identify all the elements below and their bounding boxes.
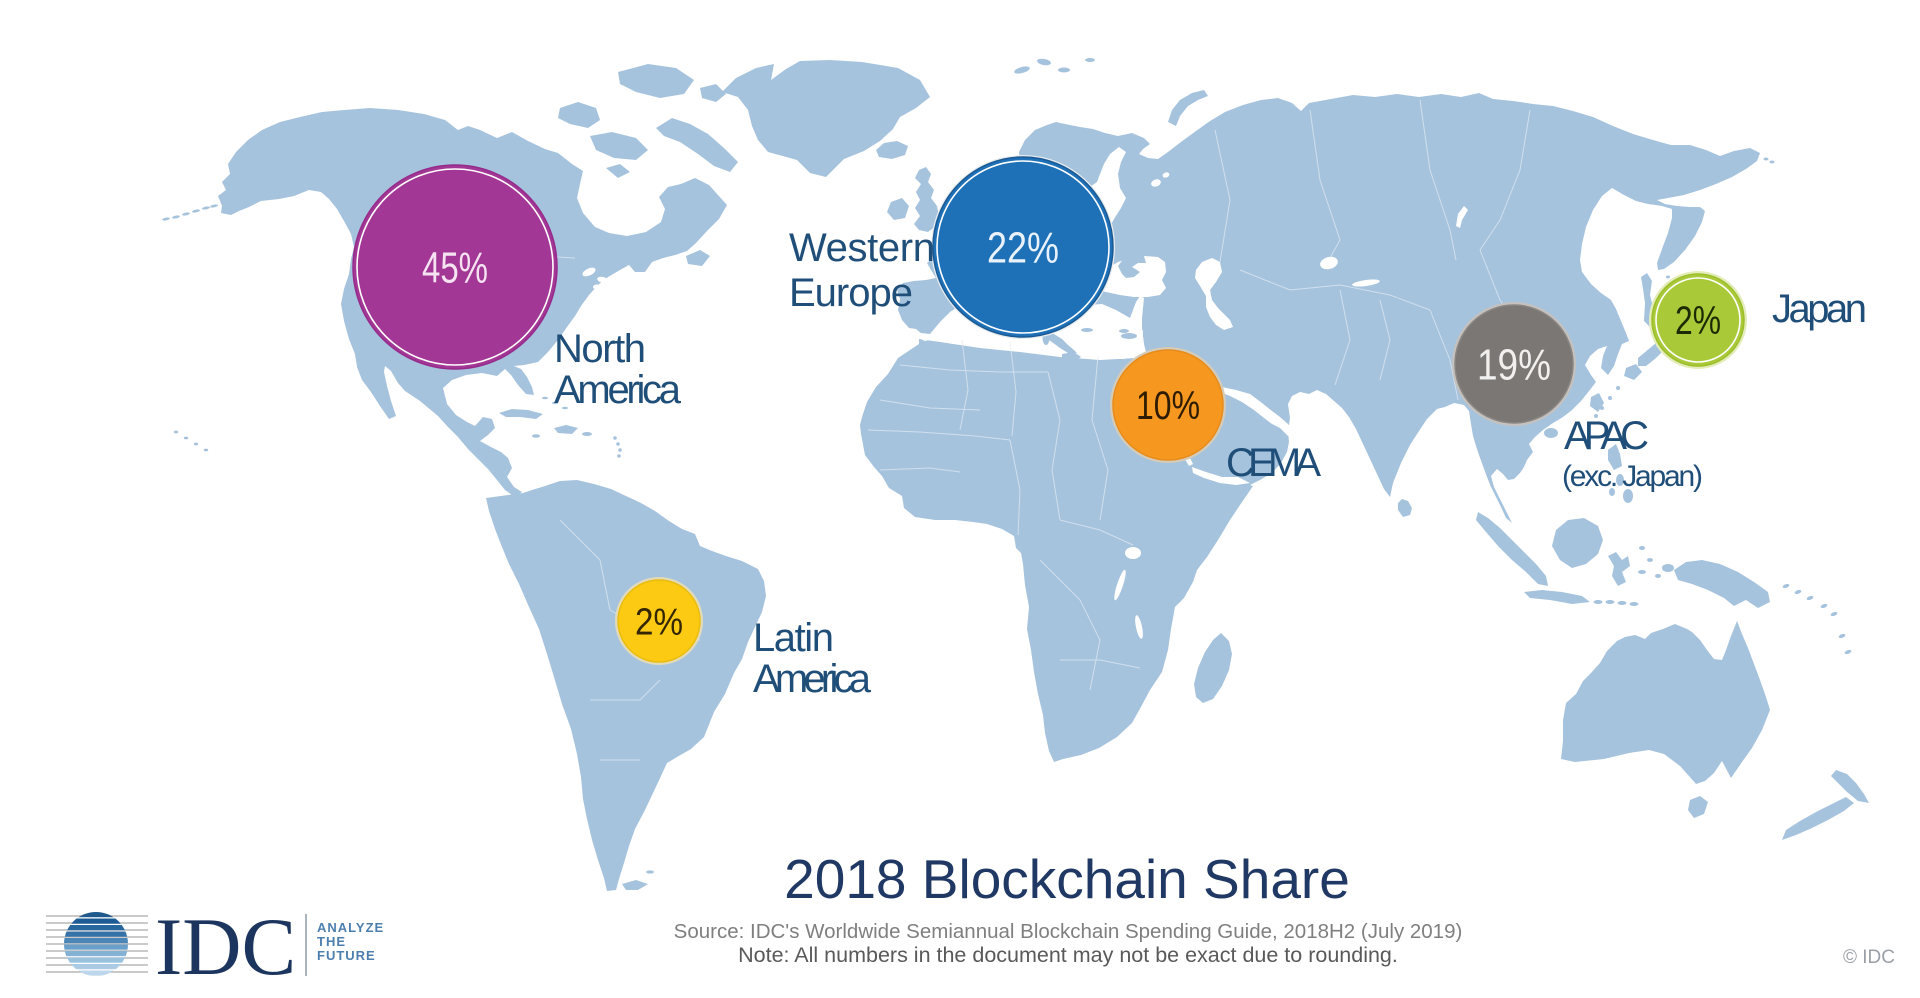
svg-text:Western: Western bbox=[789, 226, 935, 270]
svg-text:ANALYZE: ANALYZE bbox=[317, 920, 384, 935]
svg-text:45%: 45% bbox=[422, 243, 488, 292]
svg-text:North: North bbox=[554, 327, 646, 371]
svg-text:Europe: Europe bbox=[789, 271, 913, 315]
svg-text:APAC: APAC bbox=[1564, 414, 1649, 458]
svg-text:2018 Blockchain Share: 2018 Blockchain Share bbox=[784, 848, 1350, 910]
svg-text:© IDC: © IDC bbox=[1843, 947, 1895, 968]
svg-text:2%: 2% bbox=[635, 601, 683, 643]
svg-text:19%: 19% bbox=[1477, 340, 1551, 389]
svg-text:2%: 2% bbox=[1675, 299, 1721, 343]
svg-text:(exc. Japan): (exc. Japan) bbox=[1562, 460, 1703, 493]
svg-text:10%: 10% bbox=[1136, 384, 1200, 428]
svg-text:Note: All numbers in the docum: Note: All numbers in the document may no… bbox=[738, 943, 1398, 967]
svg-text:Source: IDC's Worldwide Semian: Source: IDC's Worldwide Semiannual Block… bbox=[674, 920, 1463, 943]
svg-text:THE: THE bbox=[317, 934, 346, 949]
svg-text:America: America bbox=[554, 368, 682, 412]
svg-text:CEMA: CEMA bbox=[1226, 441, 1321, 485]
svg-text:America: America bbox=[753, 657, 872, 701]
svg-text:22%: 22% bbox=[987, 223, 1059, 272]
svg-text:Japan: Japan bbox=[1772, 287, 1867, 331]
svg-text:IDC: IDC bbox=[155, 901, 296, 992]
svg-text:Latin: Latin bbox=[753, 616, 834, 660]
svg-text:FUTURE: FUTURE bbox=[317, 948, 376, 963]
